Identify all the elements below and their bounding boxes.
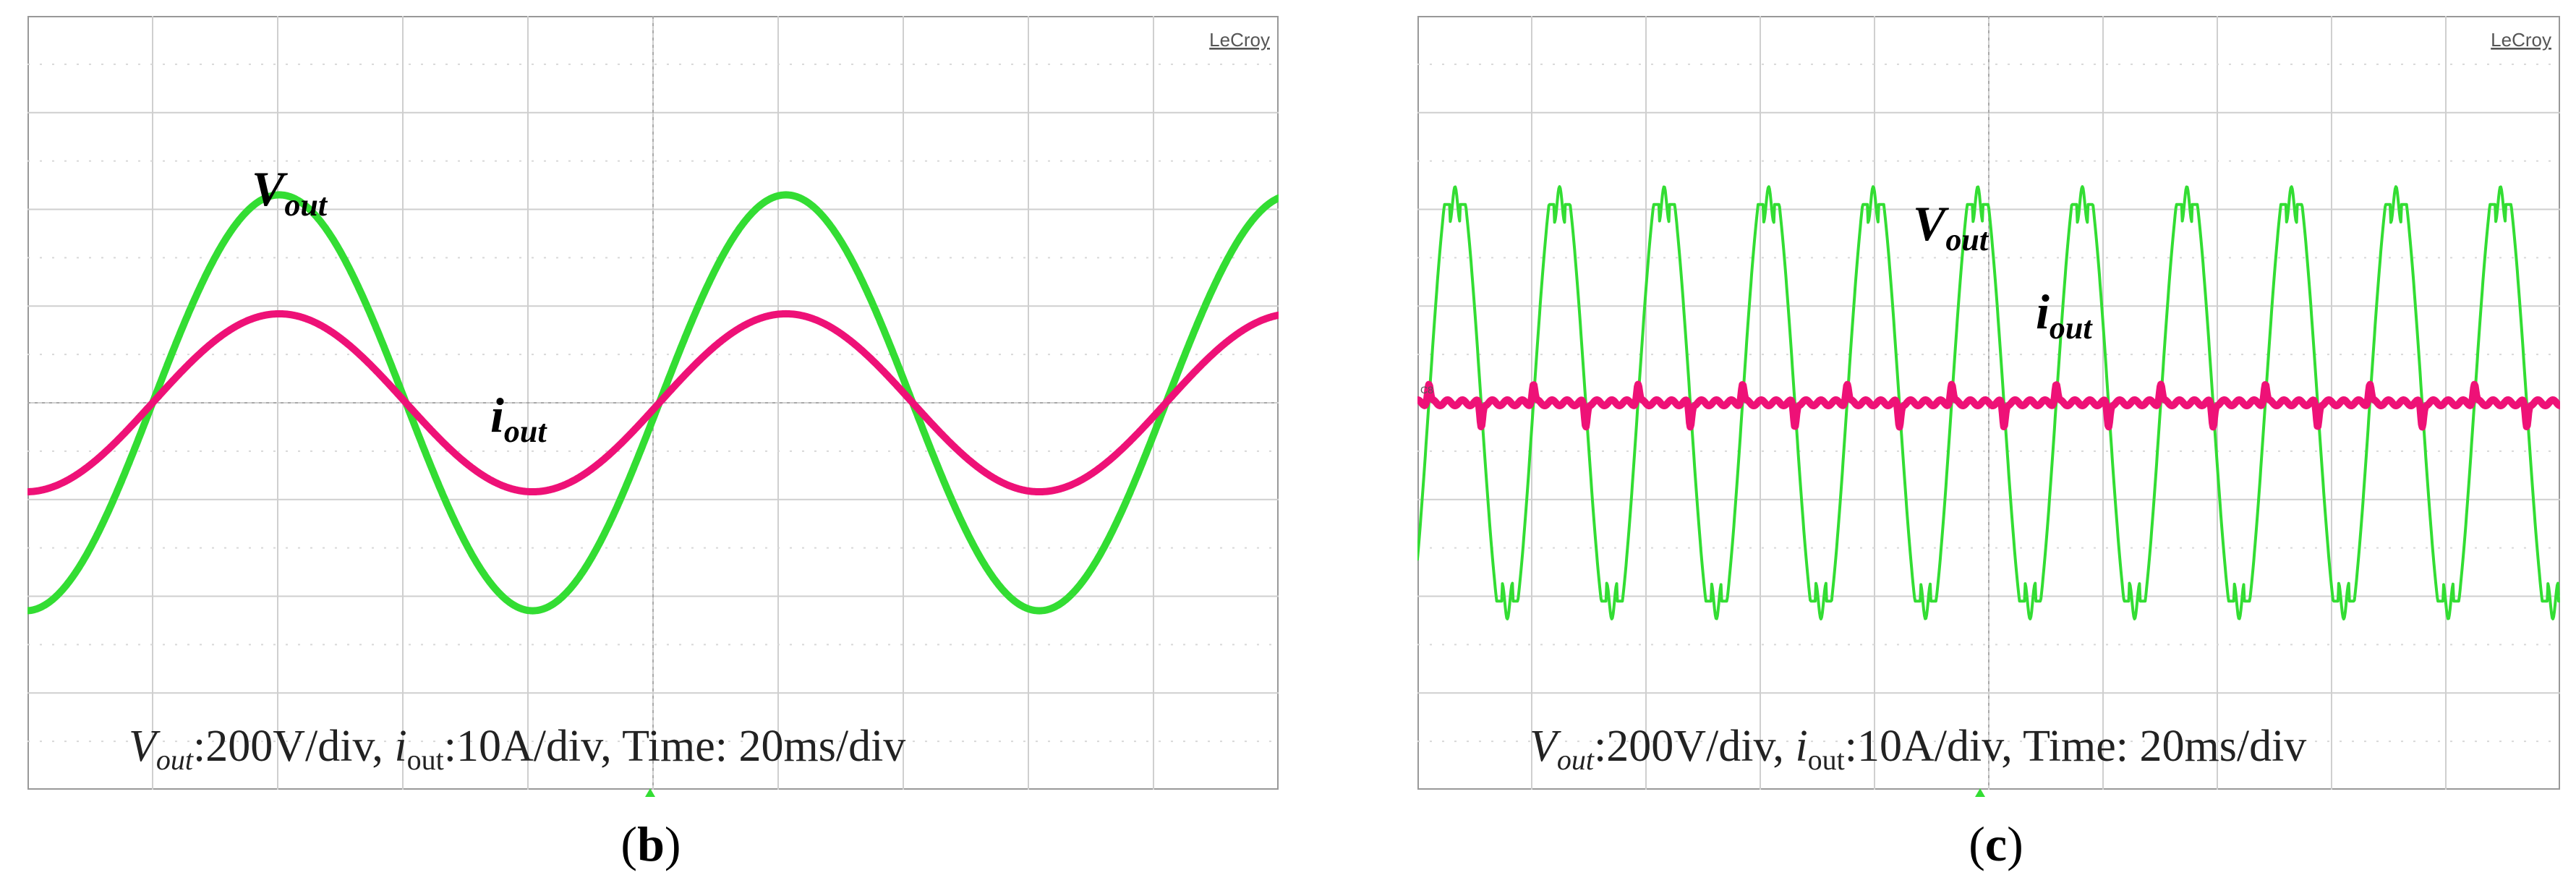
trace-iout bbox=[24, 310, 1282, 495]
scale-info-text: Vout:200V/div, iout:10A/div, Time: 20ms/… bbox=[129, 722, 905, 776]
scope-display-c: LeCroy C8 Vout iout Vout:200V/div, iout:… bbox=[1414, 16, 2564, 790]
brand-label: LeCroy bbox=[2491, 29, 2551, 51]
scale-info-text: Vout:200V/div, iout:10A/div, Time: 20ms/… bbox=[1530, 722, 2306, 776]
vout-trace-label: Vout bbox=[1913, 196, 1989, 257]
vout-trace-label: Vout bbox=[252, 161, 328, 223]
trigger-marker-c bbox=[1975, 788, 1985, 797]
brand-label: LeCroy bbox=[1209, 29, 1270, 51]
iout-trace-label: iout bbox=[2036, 284, 2093, 346]
trigger-marker-b bbox=[645, 788, 655, 797]
channel-marker: C8 bbox=[1420, 384, 1433, 396]
trace-vout bbox=[24, 191, 1282, 615]
panel-caption-c: (c) bbox=[1969, 816, 2023, 871]
panel-b: LeCroy Vout iout Vout:200V/div, iout:10A… bbox=[24, 16, 1282, 790]
panel-c: LeCroy C8 Vout iout Vout:200V/div, iout:… bbox=[1414, 16, 2564, 790]
scope-grid bbox=[27, 16, 1279, 790]
iout-trace-label: iout bbox=[490, 388, 547, 449]
trace-iout bbox=[1414, 380, 2564, 431]
scope-traces bbox=[1414, 185, 2564, 620]
scope-traces bbox=[24, 191, 1282, 615]
scope-display-b: LeCroy Vout iout Vout:200V/div, iout:10A… bbox=[24, 16, 1282, 790]
panel-caption-b: (b) bbox=[620, 816, 681, 871]
